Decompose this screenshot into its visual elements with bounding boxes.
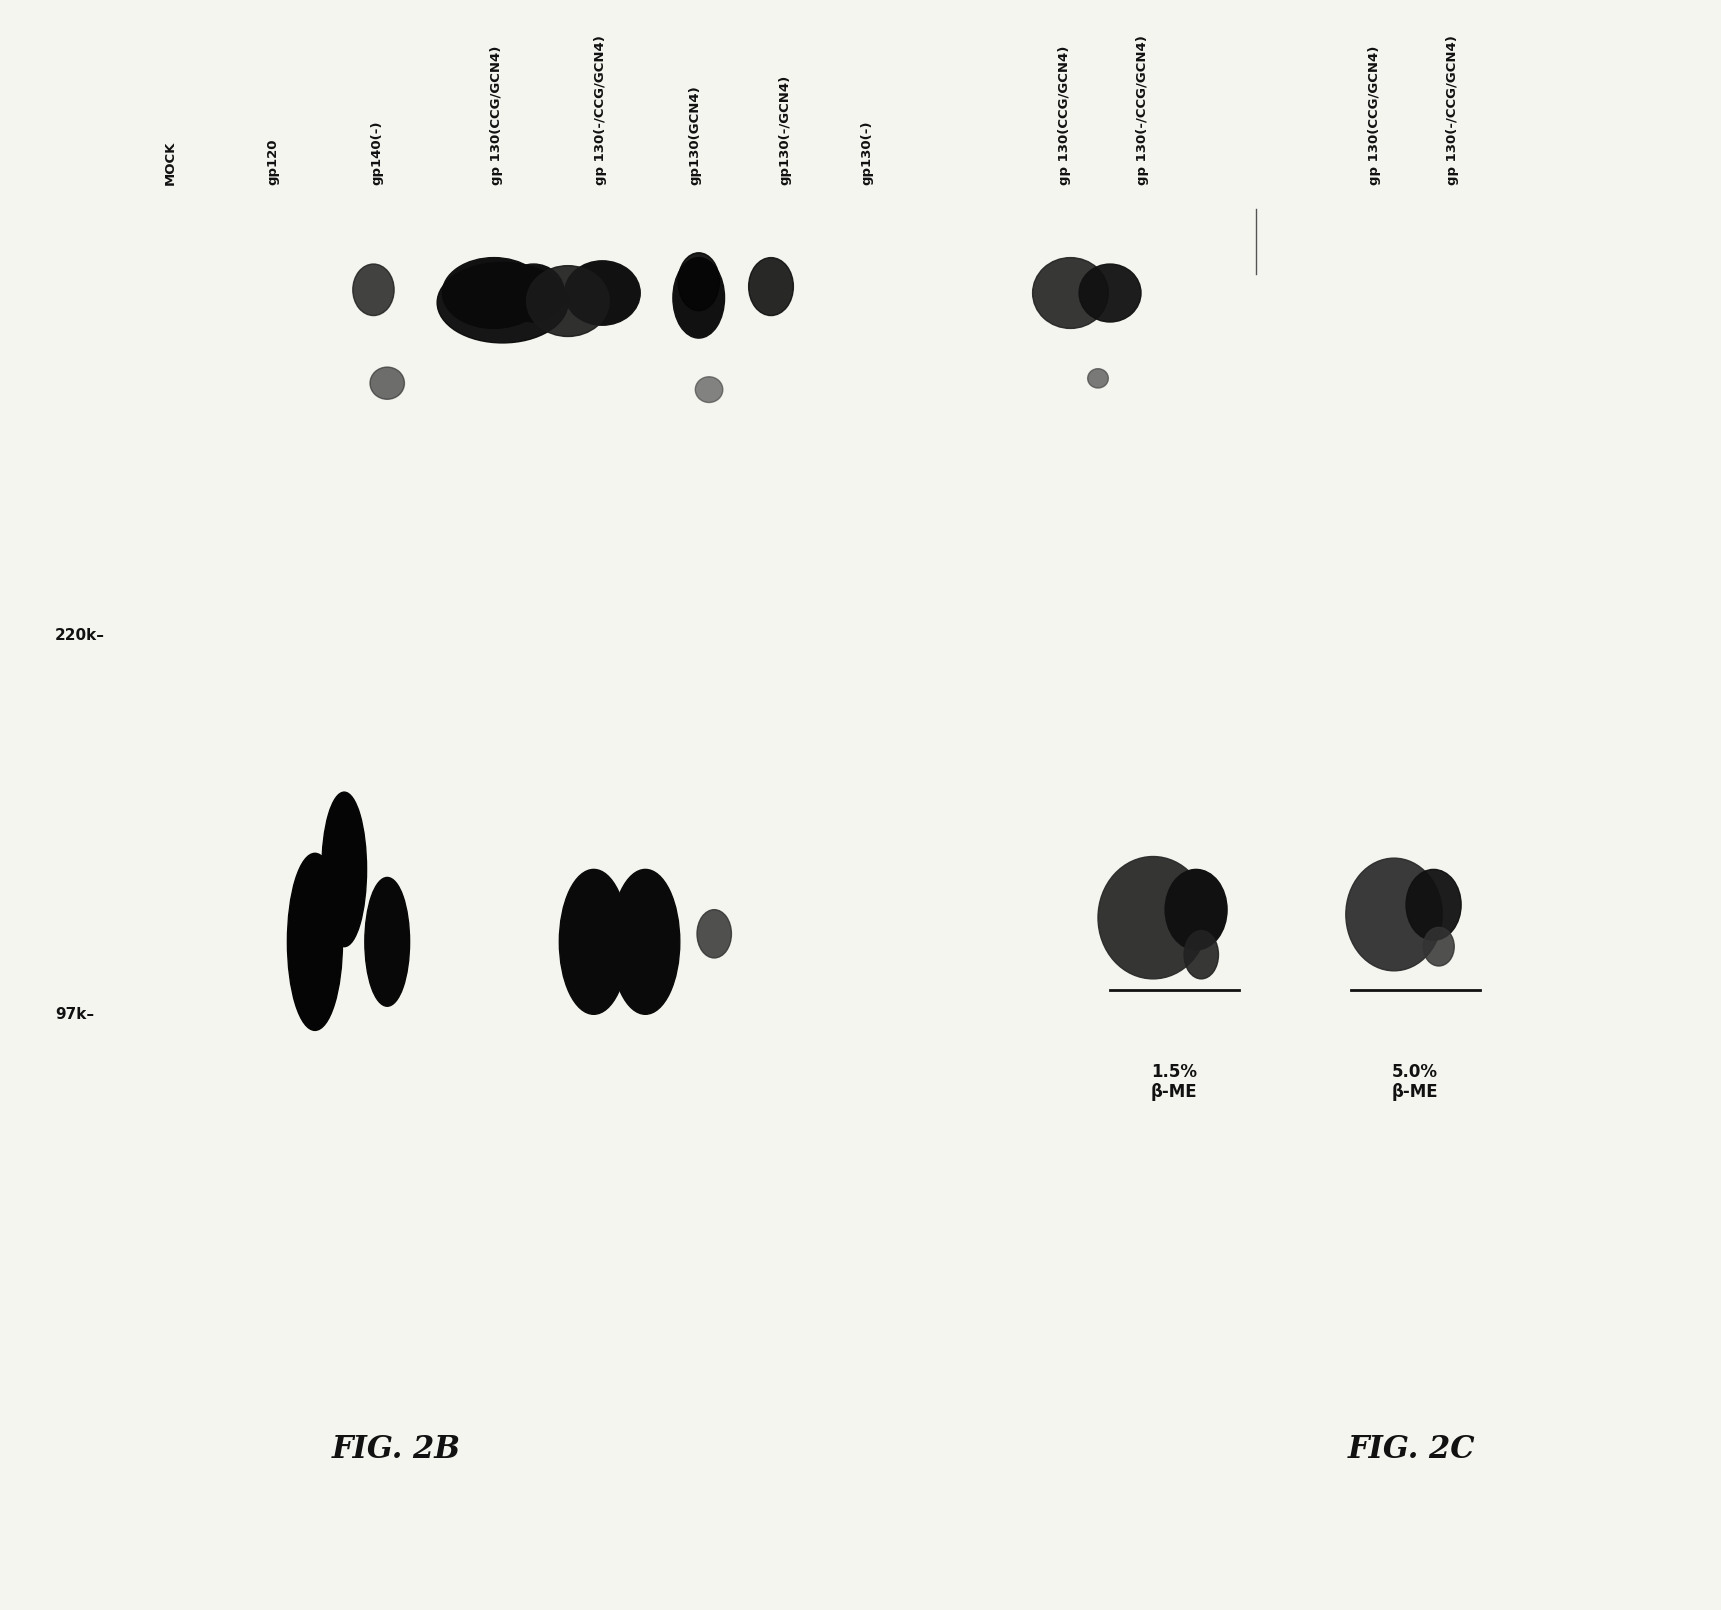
Text: gp130(GCN4): gp130(GCN4) [688,85,702,185]
Ellipse shape [1346,858,1442,971]
Ellipse shape [1079,264,1141,322]
Ellipse shape [1184,931,1218,979]
Ellipse shape [749,258,793,316]
Ellipse shape [353,264,394,316]
Text: 1.5%
β-ME: 1.5% β-ME [1150,1063,1198,1101]
Text: gp130(-/GCN4): gp130(-/GCN4) [778,76,792,185]
Text: gp 130(-/CCG/GCN4): gp 130(-/CCG/GCN4) [1446,35,1459,185]
Text: FIG. 2B: FIG. 2B [332,1435,460,1465]
Text: 5.0%
β-ME: 5.0% β-ME [1391,1063,1439,1101]
Ellipse shape [322,792,367,947]
Ellipse shape [1088,369,1108,388]
Ellipse shape [1423,927,1454,966]
Text: gp 130(CCG/GCN4): gp 130(CCG/GCN4) [1368,45,1382,185]
Text: gp140(-): gp140(-) [370,121,384,185]
Ellipse shape [611,869,680,1014]
Ellipse shape [503,264,564,322]
Ellipse shape [695,377,723,402]
Text: FIG. 2C: FIG. 2C [1348,1435,1475,1465]
Ellipse shape [437,262,568,343]
Ellipse shape [564,261,640,325]
Ellipse shape [673,258,725,338]
Text: gp130(-): gp130(-) [860,121,874,185]
Ellipse shape [370,367,404,399]
Ellipse shape [1165,869,1227,950]
Ellipse shape [1406,869,1461,940]
Text: gp 130(CCG/GCN4): gp 130(CCG/GCN4) [1058,45,1072,185]
Ellipse shape [287,853,342,1030]
Ellipse shape [365,877,410,1006]
Ellipse shape [527,266,609,336]
Ellipse shape [1033,258,1108,328]
Text: gp120: gp120 [267,138,281,185]
Ellipse shape [697,910,731,958]
Text: gp 130(-/CCG/GCN4): gp 130(-/CCG/GCN4) [594,35,608,185]
Ellipse shape [1098,857,1208,979]
Text: 220k–: 220k– [55,628,105,644]
Text: MOCK: MOCK [163,140,177,185]
Text: gp 130(CCG/GCN4): gp 130(CCG/GCN4) [490,45,504,185]
Ellipse shape [559,869,628,1014]
Text: 97k–: 97k– [55,1006,95,1022]
Ellipse shape [678,253,719,311]
Text: gp 130(-/CCG/GCN4): gp 130(-/CCG/GCN4) [1136,35,1150,185]
Ellipse shape [442,258,546,328]
